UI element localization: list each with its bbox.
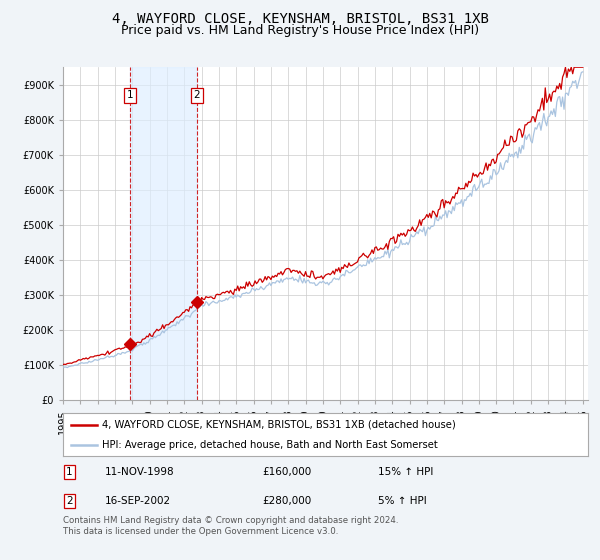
Text: 2: 2 [193,90,200,100]
Text: HPI: Average price, detached house, Bath and North East Somerset: HPI: Average price, detached house, Bath… [103,440,438,450]
Text: 4, WAYFORD CLOSE, KEYNSHAM, BRISTOL, BS31 1XB: 4, WAYFORD CLOSE, KEYNSHAM, BRISTOL, BS3… [112,12,488,26]
Text: 11-NOV-1998: 11-NOV-1998 [105,467,175,477]
Text: 2: 2 [66,496,73,506]
Text: 15% ↑ HPI: 15% ↑ HPI [378,467,433,477]
Text: 1: 1 [66,467,73,477]
Text: 1: 1 [127,90,133,100]
Text: Price paid vs. HM Land Registry's House Price Index (HPI): Price paid vs. HM Land Registry's House … [121,24,479,37]
Text: Contains HM Land Registry data © Crown copyright and database right 2024.
This d: Contains HM Land Registry data © Crown c… [63,516,398,536]
Bar [130,67,197,400]
Text: 5% ↑ HPI: 5% ↑ HPI [378,496,427,506]
Text: £160,000: £160,000 [263,467,312,477]
Text: 4, WAYFORD CLOSE, KEYNSHAM, BRISTOL, BS31 1XB (detached house): 4, WAYFORD CLOSE, KEYNSHAM, BRISTOL, BS3… [103,419,456,430]
Text: 16-SEP-2002: 16-SEP-2002 [105,496,171,506]
Text: £280,000: £280,000 [263,496,312,506]
